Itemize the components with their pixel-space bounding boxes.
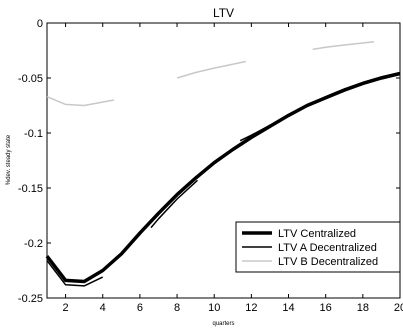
y-tick-label: 0 (37, 18, 43, 30)
x-tick-label: 16 (320, 302, 332, 314)
y-axis-label: %dev. steady state (6, 134, 12, 185)
series-line-ltv-a-decentralized (46, 260, 104, 287)
chart-title: LTV (213, 6, 234, 20)
x-tick-label: 14 (282, 302, 294, 314)
series-line-ltv-centralized (45, 71, 401, 284)
x-tick-label: 20 (394, 302, 403, 314)
x-tick-label: 10 (208, 302, 220, 314)
legend-label-centralized: LTV Centralized (278, 228, 356, 240)
series-line-ltv-b-decentralized (46, 96, 115, 107)
series-line-ltv-b-decentralized (312, 40, 375, 51)
y-tick-label: -0.1 (24, 128, 43, 140)
y-tick-label: -0.2 (24, 238, 43, 250)
y-tick-label: -0.15 (18, 183, 43, 195)
y-tick-label: -0.05 (18, 73, 43, 85)
x-tick-label: 2 (63, 302, 69, 314)
legend-label-a-decentralized: LTV A Decentralized (278, 242, 377, 254)
x-tick-label: 8 (174, 302, 180, 314)
series-line-ltv-b-decentralized (176, 60, 246, 79)
series-line-ltv-a-decentralized (239, 71, 401, 142)
legend: LTV Centralized LTV A Decentralized LTV … (235, 221, 401, 273)
legend-label-b-decentralized: LTV B Decentralized (278, 256, 378, 268)
x-tick-label: 4 (100, 302, 106, 314)
x-tick-label: 12 (245, 302, 257, 314)
y-tick-label: -0.25 (18, 293, 43, 305)
x-axis-label: quarters (212, 321, 234, 327)
x-tick-label: 6 (137, 302, 143, 314)
series-line-ltv-a-decentralized (150, 179, 199, 229)
x-tick-label: 18 (357, 302, 369, 314)
